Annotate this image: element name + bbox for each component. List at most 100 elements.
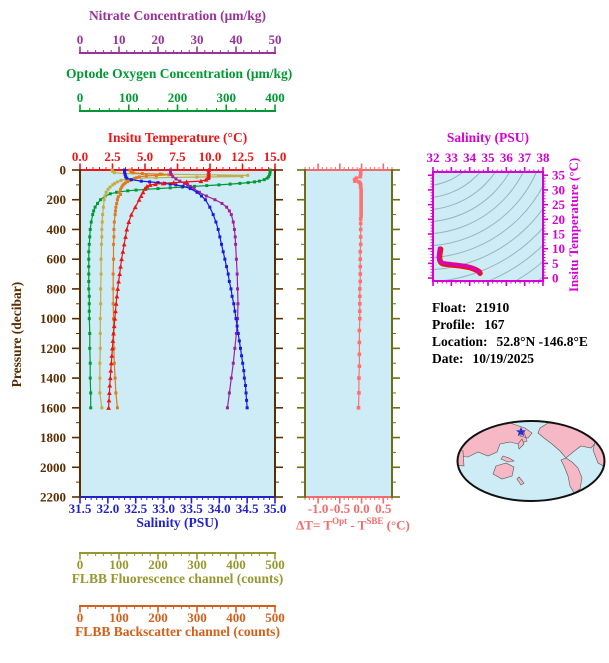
svg-text:20: 20: [552, 212, 565, 227]
svg-text:100: 100: [109, 610, 129, 625]
main-profile-panel: 0.0 2.5 5.0 7.5 10.0 12.5 15.0 31.5 32.0 32.5 33.0…: [40, 149, 286, 516]
delta-t-label-sup-sbe: SBE: [366, 516, 384, 526]
svg-text:400: 400: [265, 90, 285, 105]
location-row: Location: 52.8°N -146.8°E: [432, 333, 588, 350]
svg-text:2000: 2000: [40, 460, 66, 475]
svg-text:12.5: 12.5: [231, 149, 254, 164]
svg-text:0.5: 0.5: [375, 501, 392, 516]
oxygen-axis-title: Optode Oxygen Concentration (μm/kg): [66, 66, 293, 81]
svg-text:5.0: 5.0: [137, 149, 153, 164]
svg-text:15: 15: [552, 226, 566, 241]
svg-text:32.0: 32.0: [96, 501, 119, 516]
svg-text:32.5: 32.5: [124, 501, 147, 516]
svg-text:15.0: 15.0: [264, 149, 287, 164]
pressure-axis-title: Pressure (decibar): [9, 281, 24, 388]
svg-text:32: 32: [427, 150, 440, 165]
svg-text:200: 200: [148, 557, 168, 572]
delta-t-label-mid: - T: [347, 517, 367, 533]
svg-text:10: 10: [552, 241, 565, 256]
location-value: 52.8°N -146.8°E: [496, 334, 588, 349]
world-map: [456, 420, 606, 502]
series-temperature: [106, 167, 212, 410]
svg-text:0.0: 0.0: [353, 501, 369, 516]
svg-text:0: 0: [77, 557, 84, 572]
svg-text:2.5: 2.5: [104, 149, 121, 164]
svg-text:38: 38: [537, 150, 551, 165]
svg-text:37: 37: [518, 150, 532, 165]
svg-text:0.0: 0.0: [72, 149, 88, 164]
svg-text:33.5: 33.5: [180, 501, 203, 516]
svg-text:300: 300: [217, 90, 237, 105]
svg-text:500: 500: [265, 557, 285, 572]
profile-row: Profile: 167: [432, 316, 588, 333]
profile-series: [87, 167, 272, 410]
float-position-star: [516, 427, 526, 437]
fluorescence-axis-title: FLBB Fluorescence channel (counts): [71, 571, 284, 586]
svg-text:-0.5: -0.5: [330, 501, 351, 516]
svg-text:1600: 1600: [40, 400, 66, 415]
svg-text:34: 34: [463, 150, 477, 165]
svg-text:0: 0: [77, 610, 84, 625]
svg-text:25: 25: [552, 197, 566, 212]
location-label: Location:: [432, 334, 488, 349]
svg-text:500: 500: [265, 610, 285, 625]
delta-t-axis-label: ΔT= TOpt - TSBE (°C): [288, 516, 418, 533]
svg-text:10.0: 10.0: [199, 149, 222, 164]
delta-t-label-suffix: (°C): [383, 517, 410, 533]
svg-text:34.0: 34.0: [208, 501, 231, 516]
nitrate-axis-title: Nitrate Concentration (μm/kg): [88, 8, 267, 23]
svg-text:200: 200: [148, 610, 168, 625]
svg-text:0: 0: [77, 32, 84, 47]
svg-text:400: 400: [226, 610, 246, 625]
svg-text:100: 100: [119, 90, 139, 105]
profile-label: Profile:: [432, 317, 476, 332]
svg-text:50: 50: [269, 32, 282, 47]
svg-text:0: 0: [77, 90, 84, 105]
svg-text:35: 35: [482, 150, 496, 165]
svg-text:400: 400: [226, 557, 246, 572]
svg-text:40: 40: [230, 32, 243, 47]
svg-text:1400: 1400: [40, 371, 66, 386]
delta-t-label-prefix: ΔT= T: [296, 517, 333, 533]
delta-t-label-sup-opt: Opt: [332, 516, 348, 526]
svg-text:1000: 1000: [40, 311, 66, 326]
svg-text:100: 100: [109, 557, 129, 572]
date-label: Date:: [432, 351, 464, 366]
date-value: 10/19/2025: [472, 351, 534, 366]
svg-text:0: 0: [552, 271, 559, 286]
svg-text:200: 200: [168, 90, 188, 105]
svg-text:1800: 1800: [40, 430, 66, 445]
svg-text:30: 30: [552, 182, 565, 197]
float-id-value: 21910: [475, 300, 510, 315]
svg-text:33.0: 33.0: [152, 501, 175, 516]
temperature-axis-title: Insitu Temperature (°C): [107, 130, 248, 145]
backscatter-axis-title: FLBB Backscatter channel (counts): [75, 624, 280, 639]
svg-text:300: 300: [187, 610, 207, 625]
svg-text:600: 600: [47, 252, 67, 267]
delta-t-panel: -1.0 -0.5 0.0 0.5: [297, 163, 400, 516]
svg-text:35: 35: [552, 168, 566, 183]
float-id-label: Float:: [432, 300, 467, 315]
svg-text:35.0: 35.0: [264, 501, 287, 516]
svg-text:2200: 2200: [40, 490, 66, 505]
svg-text:-1.0: -1.0: [308, 501, 329, 516]
svg-text:1200: 1200: [40, 341, 66, 356]
profile-value: 167: [484, 317, 505, 332]
svg-text:400: 400: [47, 222, 67, 237]
svg-text:34.5: 34.5: [236, 501, 259, 516]
series-ts-profile: [436, 246, 483, 276]
float-info: Float: 21910 Profile: 167 Location: 52.8°N …: [432, 299, 588, 367]
svg-text:20: 20: [152, 32, 165, 47]
svg-text:10: 10: [113, 32, 126, 47]
date-row: Date: 10/19/2025: [432, 350, 588, 367]
salinity-axis-title: Salinity (PSU): [136, 515, 219, 530]
ts-temperature-axis-title: Insitu Temperature (°C): [566, 157, 581, 292]
ts-salinity-axis-title: Salinity (PSU): [446, 130, 530, 145]
svg-text:33: 33: [445, 150, 459, 165]
svg-text:7.5: 7.5: [169, 149, 186, 164]
svg-text:800: 800: [47, 281, 67, 296]
